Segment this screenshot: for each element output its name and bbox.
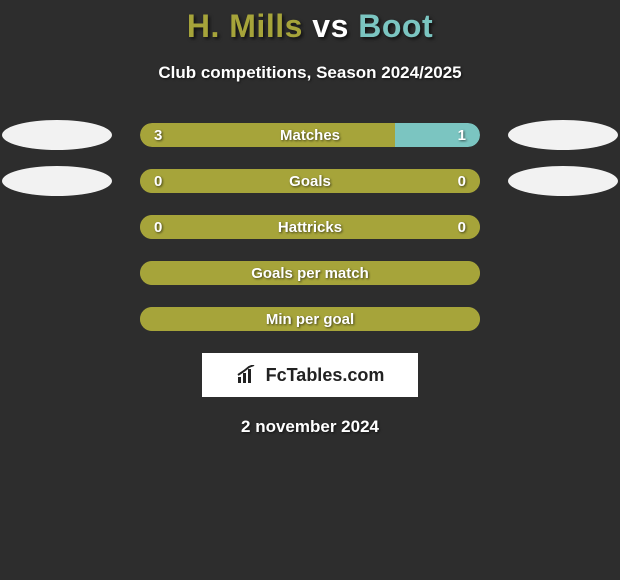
stats-rows: 31Matches 00Goals 00Hattricks Goals per mat… xyxy=(0,123,620,331)
infographic-root: H. Mills vs Boot Club competitions, Seas… xyxy=(0,0,620,580)
chart-icon xyxy=(236,365,260,385)
fctables-badge[interactable]: FcTables.com xyxy=(202,353,418,397)
player1-avatar xyxy=(2,166,112,196)
stat-bar: 31Matches xyxy=(140,123,480,147)
stat-bar: 00Hattricks xyxy=(140,215,480,239)
player2-name: Boot xyxy=(358,8,433,44)
stat-bar: Min per goal xyxy=(140,307,480,331)
page-title: H. Mills vs Boot xyxy=(0,8,620,45)
stat-row: Goals per match xyxy=(0,261,620,285)
player2-avatar xyxy=(508,120,618,150)
subtitle: Club competitions, Season 2024/2025 xyxy=(0,63,620,83)
player1-avatar xyxy=(2,120,112,150)
stat-row: 00Hattricks xyxy=(0,215,620,239)
stat-row: Min per goal xyxy=(0,307,620,331)
date-text: 2 november 2024 xyxy=(0,417,620,437)
player1-name: H. Mills xyxy=(187,8,303,44)
stat-label: Goals per match xyxy=(140,261,480,285)
stat-label: Goals xyxy=(140,169,480,193)
badge-text: FcTables.com xyxy=(266,365,385,386)
stat-row: 31Matches xyxy=(0,123,620,147)
stat-bar: Goals per match xyxy=(140,261,480,285)
vs-text: vs xyxy=(312,8,349,44)
stat-label: Min per goal xyxy=(140,307,480,331)
stat-row: 00Goals xyxy=(0,169,620,193)
stat-label: Matches xyxy=(140,123,480,147)
player2-avatar xyxy=(508,166,618,196)
stat-bar: 00Goals xyxy=(140,169,480,193)
stat-label: Hattricks xyxy=(140,215,480,239)
